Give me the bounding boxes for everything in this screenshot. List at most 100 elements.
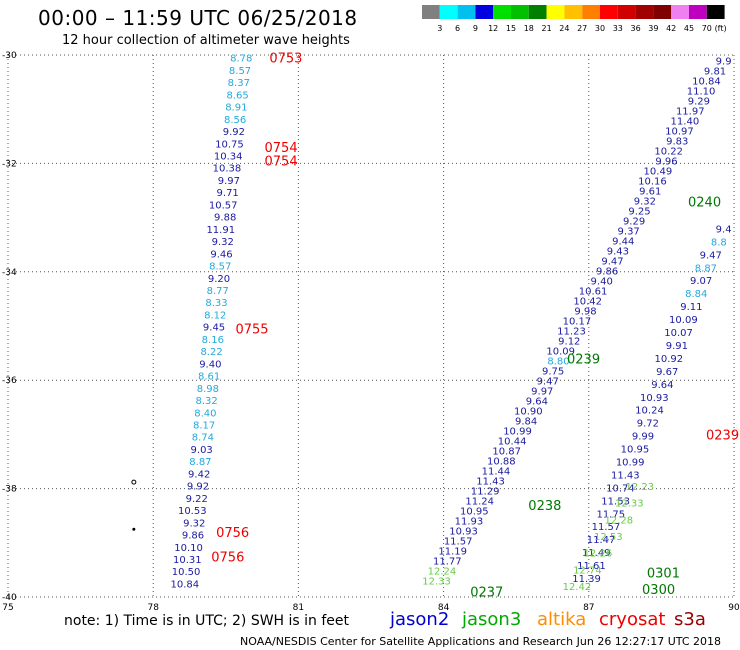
data-point: 10.95	[460, 507, 489, 518]
colorbar-swatch	[671, 5, 689, 19]
data-point: 9.32	[212, 237, 234, 248]
y-tick-label: -36	[2, 376, 17, 386]
grid	[7, 54, 735, 598]
data-point: 9.67	[656, 367, 678, 378]
data-point: 9.71	[217, 188, 239, 199]
data-point: 10.90	[514, 407, 543, 418]
colorbar-swatch	[600, 5, 618, 19]
data-point: 9.03	[191, 445, 213, 456]
time-label: 0755	[235, 323, 268, 338]
legend-item-jason3: jason3	[462, 609, 522, 630]
data-point: 10.84	[171, 579, 200, 590]
data-point: 9.97	[531, 387, 553, 398]
data-point: 9.40	[591, 277, 613, 288]
colorbar-label: 30	[595, 24, 605, 33]
data-point: 10.57	[209, 200, 238, 211]
time-label: 0753	[269, 52, 302, 67]
colorbar-swatch	[493, 5, 511, 19]
data-point: 9.32	[634, 197, 656, 208]
data-point: 9.44	[612, 237, 634, 248]
data-point: 12.33	[422, 577, 451, 588]
data-point: 11.53	[601, 496, 630, 507]
colorbar-label: 39	[648, 24, 658, 33]
data-point: 9.40	[199, 359, 221, 370]
colorbar-label: 15	[506, 24, 516, 33]
data-point: 8.40	[194, 408, 216, 419]
data-point: 12.26	[584, 549, 613, 560]
data-point: 8.37	[228, 78, 250, 89]
x-tick-label: 78	[147, 603, 159, 613]
data-point: 10.99	[616, 458, 645, 469]
data-point: 8.17	[193, 421, 215, 432]
data-point: 9.42	[188, 469, 210, 480]
data-point: 9.29	[688, 96, 710, 107]
data-point: 10.99	[503, 427, 532, 438]
data-point: 10.34	[214, 152, 243, 163]
y-tick-label: -38	[2, 485, 17, 495]
data-point: 11.43	[611, 470, 640, 481]
data-point: 9.32	[183, 518, 205, 529]
page-subtitle: 12 hour collection of altimeter wave hei…	[62, 33, 350, 48]
colorbar-swatch	[546, 5, 565, 19]
colorbar-swatch	[635, 5, 654, 19]
data-point: 11.57	[592, 522, 621, 533]
data-point: 9.20	[208, 274, 230, 285]
data-point: 11.57	[444, 537, 473, 548]
x-tick-label: 87	[583, 603, 594, 613]
footer-note: note: 1) Time is in UTC; 2) SWH is in fe…	[64, 613, 350, 629]
data-point: 10.09	[546, 347, 575, 358]
data-point: 9.43	[607, 247, 629, 258]
colorbar-label: 6	[455, 24, 460, 33]
data-point: 12.74	[573, 565, 602, 576]
data-point: 10.97	[665, 126, 694, 137]
data-point: 11.44	[482, 467, 511, 478]
marker-dot	[131, 479, 137, 485]
colorbar-label: 18	[524, 24, 534, 33]
data-point: 9.45	[203, 323, 225, 334]
data-point: 10.84	[692, 76, 721, 87]
data-point: 10.61	[579, 287, 608, 298]
data-point: 8.80	[547, 357, 569, 368]
colorbar-label: 21	[542, 24, 552, 33]
legend-item-cryosat: cryosat	[599, 609, 666, 630]
colorbar-swatch	[511, 5, 529, 19]
time-label: 0301	[647, 567, 680, 582]
data-point: 12.23	[625, 482, 654, 493]
colorbar-label: 33	[613, 24, 623, 33]
time-label: 0754	[265, 155, 298, 170]
y-tick-label: -34	[2, 268, 17, 278]
colorbar-label: 12	[488, 24, 498, 33]
data-point: 11.19	[438, 547, 467, 558]
x-tick-label: 81	[293, 603, 304, 613]
colorbar-swatch	[582, 5, 600, 19]
data-point: 10.38	[213, 164, 242, 175]
data-point: 9.37	[618, 227, 640, 238]
data-point: 10.49	[644, 166, 673, 177]
data-point: 12.33	[615, 499, 644, 510]
y-tick-label: -32	[2, 159, 17, 169]
data-point: 12.24	[428, 567, 457, 578]
colorbar-label: 27	[577, 24, 587, 33]
data-point: 10.93	[449, 527, 478, 538]
y-tick-label: -30	[2, 51, 17, 61]
data-point: 10.22	[654, 146, 683, 157]
colorbar-label: 45	[684, 24, 694, 33]
colorbar-label: 24	[559, 24, 569, 33]
x-tick-label: 75	[2, 603, 13, 613]
data-point: 9.86	[596, 267, 618, 278]
data-point: 8.98	[197, 384, 219, 395]
data-point: 10.42	[573, 297, 602, 308]
data-point: 9.61	[639, 187, 661, 198]
data-point: 11.49	[582, 548, 611, 559]
data-point: 8.16	[202, 335, 224, 346]
data-point: 10.09	[669, 315, 698, 326]
data-point: 9.86	[182, 531, 204, 542]
colorbar-swatch	[528, 5, 547, 19]
data-point: 9.98	[574, 307, 596, 318]
page-title: 00:00 – 11:59 UTC 06/25/2018	[38, 6, 358, 30]
colorbar-swatch	[422, 5, 440, 19]
time-label: 0300	[642, 583, 675, 598]
data-point: 8.65	[226, 90, 248, 101]
data-point: 9.47	[601, 257, 623, 268]
